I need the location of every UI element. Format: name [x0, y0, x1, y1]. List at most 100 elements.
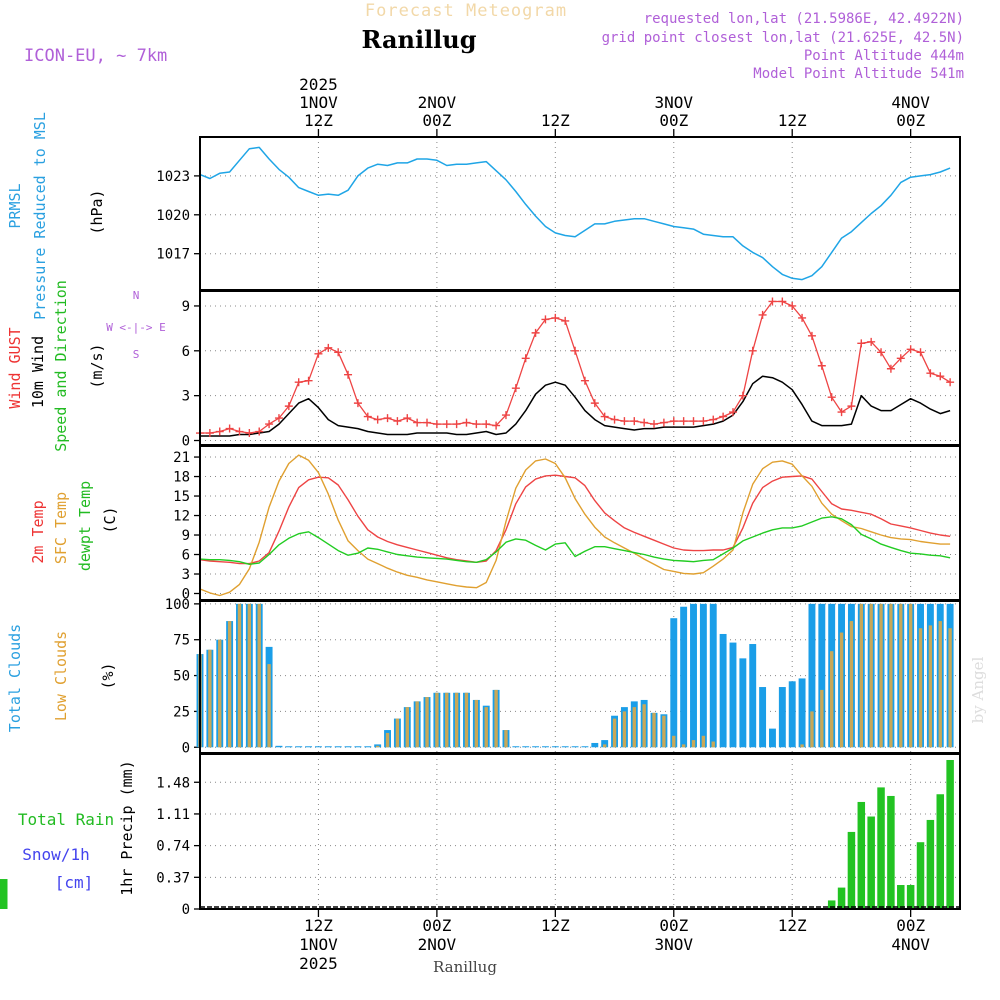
y-tick-label: 9: [182, 299, 190, 315]
y-tick-label: 0: [182, 434, 190, 450]
wind-gust-marker: [699, 417, 708, 426]
total-cloud-bar: [749, 644, 757, 748]
wind-gust-marker: [452, 420, 461, 429]
low-cloud-bar: [484, 707, 488, 748]
low-cloud-bar: [810, 711, 814, 748]
wind-gust-marker: [669, 417, 678, 426]
wind-gust-marker: [393, 417, 402, 426]
low-cloud-bar: [227, 621, 232, 748]
wind-gust-marker: [926, 369, 935, 378]
rain-bar: [847, 831, 856, 909]
temp-sfc-line: [199, 454, 951, 597]
panel-frame-precip: [199, 753, 961, 910]
wind-gust-marker: [630, 417, 639, 426]
wind-gust-marker: [472, 420, 481, 429]
pressure-label-short: PRMSL: [6, 183, 24, 228]
low-cloud-bar: [830, 651, 834, 748]
time-label-bottom: 12Z: [304, 916, 333, 935]
total-cloud-bar: [808, 603, 816, 748]
y-tick-label: 0: [182, 902, 190, 918]
wind-gust-marker: [600, 412, 609, 421]
wind-gust-marker: [590, 399, 599, 408]
wind-gust-marker: [798, 313, 807, 322]
rain-bar: [946, 759, 954, 909]
total-cloud-bar: [778, 687, 786, 748]
total-cloud-bar: [709, 603, 717, 748]
y-tick-label: 6: [182, 548, 190, 564]
total-cloud-bar: [798, 678, 806, 748]
wind-gust-marker: [413, 418, 422, 427]
total-cloud-bar: [571, 746, 579, 748]
low-cloud-bar: [405, 707, 409, 748]
total-cloud-bar: [542, 746, 549, 748]
low-cloud-bar: [800, 744, 804, 748]
low-cloud-bar: [602, 744, 607, 748]
y-tick-label: 1.11: [156, 807, 190, 823]
low-cloud-bar: [632, 707, 636, 748]
wind-gust-marker: [571, 346, 580, 355]
low-cloud-bar: [464, 692, 469, 748]
footer-location: Ranillug: [433, 958, 497, 976]
wind-gust-label: Wind GUST: [6, 327, 24, 408]
time-label-bottom: 00Z: [896, 916, 925, 935]
y-tick-label: 6: [182, 344, 190, 360]
wind-gust-marker: [501, 411, 510, 420]
low-cloud-bar: [474, 699, 479, 748]
wind-gust-marker: [659, 418, 668, 427]
wind-gust-marker: [274, 414, 283, 423]
wind-direction-label: Speed and Direction: [52, 280, 70, 452]
total-cloud-bar: [344, 746, 352, 748]
low-cloud-bar: [918, 628, 923, 748]
y-tick-label: 9: [182, 528, 190, 544]
rain-bar: [837, 887, 846, 909]
total-cloud-bar: [818, 603, 826, 748]
wind-gust-marker: [738, 391, 747, 400]
temp-2m-label: 2m Temp: [29, 500, 47, 563]
low-cloud-bar: [672, 735, 676, 748]
time-label-top: 1NOV: [299, 93, 338, 112]
wind-gust-marker: [650, 420, 659, 429]
low-cloud-bar: [247, 603, 252, 748]
wind-gust-marker: [807, 331, 816, 340]
point-altitude: Point Altitude 444m: [804, 48, 964, 64]
wind-gust-marker: [709, 415, 718, 424]
low-cloud-bar: [425, 697, 429, 748]
rain-bar: [867, 816, 875, 909]
wind-gust-marker: [946, 378, 955, 387]
y-tick-label: 75: [173, 633, 190, 649]
rain-bar: [897, 885, 905, 909]
low-cloud-bar: [899, 603, 903, 748]
time-label-top: 00Z: [422, 111, 451, 130]
wind-gust-marker: [255, 427, 264, 436]
rain-bar: [857, 801, 866, 909]
wind-gust-marker: [719, 412, 728, 421]
total-cloud-bar: [334, 746, 342, 748]
wind-gust-marker: [580, 376, 589, 385]
low-cloud-bar: [218, 639, 222, 748]
wind-gust-marker: [837, 408, 846, 417]
low-cloud-bar: [652, 712, 656, 748]
y-tick-label: 0.37: [156, 870, 190, 886]
wind-gust-marker: [245, 429, 254, 438]
wind-unit: (m/s): [88, 343, 106, 388]
dewpoint-line: [199, 516, 951, 565]
low-cloud-bar: [928, 625, 933, 748]
wind-gust-marker: [353, 399, 362, 408]
low-cloud-bar: [879, 603, 883, 748]
wind-gust-marker: [896, 354, 905, 363]
wind-gust-marker: [857, 339, 866, 348]
low-cloud-bar: [938, 621, 942, 748]
wind-speed-line: [200, 375, 951, 437]
time-label-bottom: 2025: [299, 954, 338, 973]
low-cloud-bar: [691, 740, 696, 748]
marks-layer: [0, 146, 960, 909]
wind-gust-marker: [867, 337, 876, 346]
low-cloud-bar: [415, 701, 419, 748]
wind-gust-marker: [314, 349, 323, 358]
wind-gust-marker: [620, 417, 629, 426]
wind-gust-marker: [610, 415, 619, 424]
wind-gust-marker: [916, 348, 925, 357]
wind-gust-marker: [679, 417, 688, 426]
credit-watermark: by Angel: [969, 656, 987, 723]
rain-bar: [926, 819, 935, 909]
